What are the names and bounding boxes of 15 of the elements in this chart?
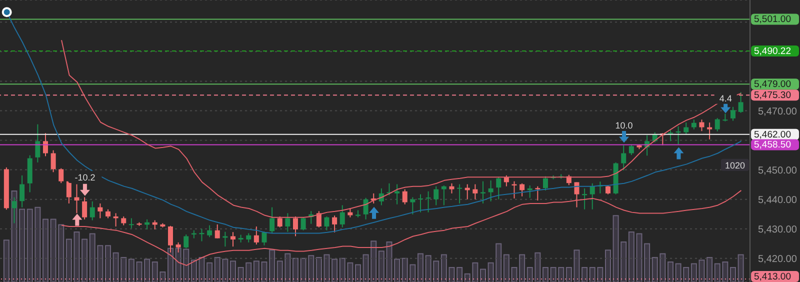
y-tick-label: 5,450.00 [758,165,798,176]
y-tick-label: 5,440.00 [758,194,798,206]
ref-line-label: 5,475.30 [754,90,791,102]
y-tick-label: 5,470.00 [758,106,798,118]
annotation: 10.0 [615,120,633,130]
y-tick-label: 5,420.00 [758,254,798,265]
ref-line-label: 5,501.00 [754,14,791,26]
annotation: 1020 [724,160,745,170]
y-tick-label: 5,430.00 [758,224,798,236]
ref-line-label: 5,479.00 [754,79,791,90]
annotation: -10.2 [74,172,96,182]
ref-line-label: 5,462.00 [754,129,791,140]
ref-line-label: 5,413.00 [754,272,791,282]
ref-line-label: 5,490.22 [754,46,791,58]
ref-line-label: 5,458.50 [754,140,791,151]
